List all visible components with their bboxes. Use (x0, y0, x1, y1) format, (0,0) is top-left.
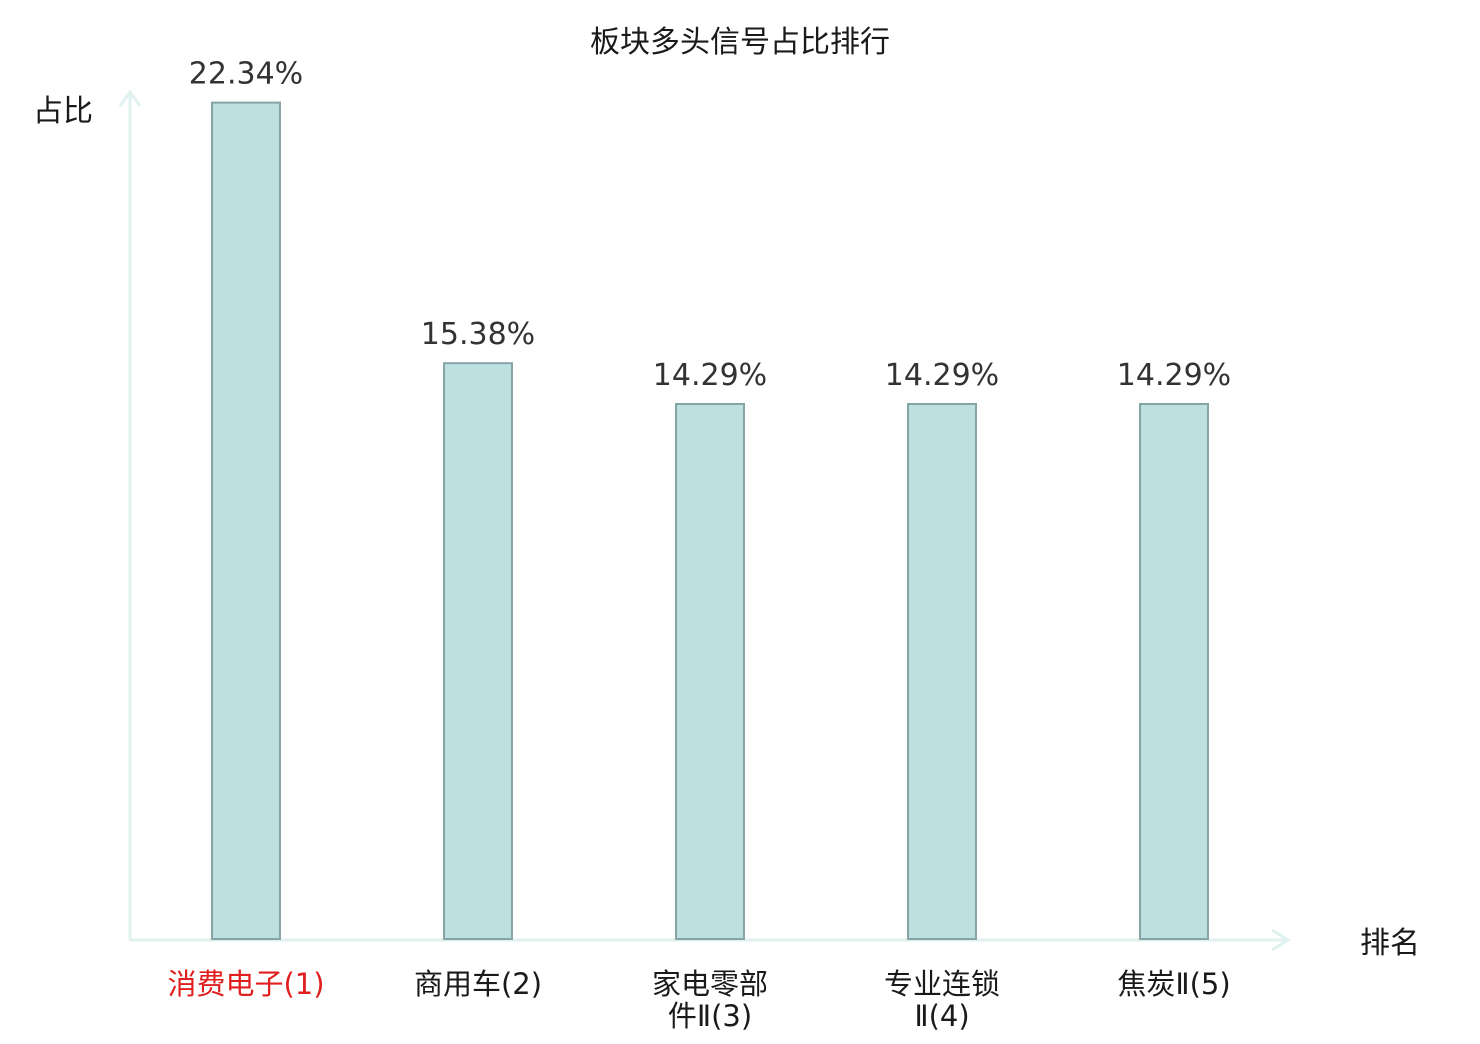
y-axis-label: 占比 (33, 94, 93, 129)
value-labels-group: 22.34% 15.38% 14.29% 14.29% 14.29% (189, 57, 1231, 393)
value-label-1: 22.34% (189, 57, 303, 92)
bar-5 (1139, 402, 1209, 940)
y-axis-arrow (118, 89, 142, 107)
category-label-3: 家电零部件Ⅱ(3) (652, 967, 768, 1033)
value-label-3: 14.29% (653, 358, 767, 393)
value-label-4: 14.29% (885, 358, 999, 393)
x-axis-arrow (1271, 928, 1291, 952)
bar-2 (443, 362, 513, 940)
chart-title: 板块多头信号占比排行 (590, 25, 890, 60)
category-label-2: 商用车(2) (414, 967, 542, 1001)
bar-3 (675, 402, 745, 940)
category-label-5: 焦炭Ⅱ(5) (1117, 967, 1230, 1001)
bars-group (211, 101, 1209, 941)
bar-4 (907, 402, 977, 940)
value-label-2: 15.38% (421, 317, 535, 352)
value-label-5: 14.29% (1117, 358, 1231, 393)
x-axis-label: 排名 (1360, 926, 1420, 961)
bar-1 (211, 101, 281, 941)
category-label-4: 专业连锁 Ⅱ(4) (884, 967, 1000, 1033)
category-labels-group: 消费电子(1) 商用车(2) 家电零部件Ⅱ(3) 专业连锁 Ⅱ(4) 焦炭Ⅱ(5) (167, 967, 1230, 1033)
category-label-1: 消费电子(1) (167, 967, 324, 1001)
